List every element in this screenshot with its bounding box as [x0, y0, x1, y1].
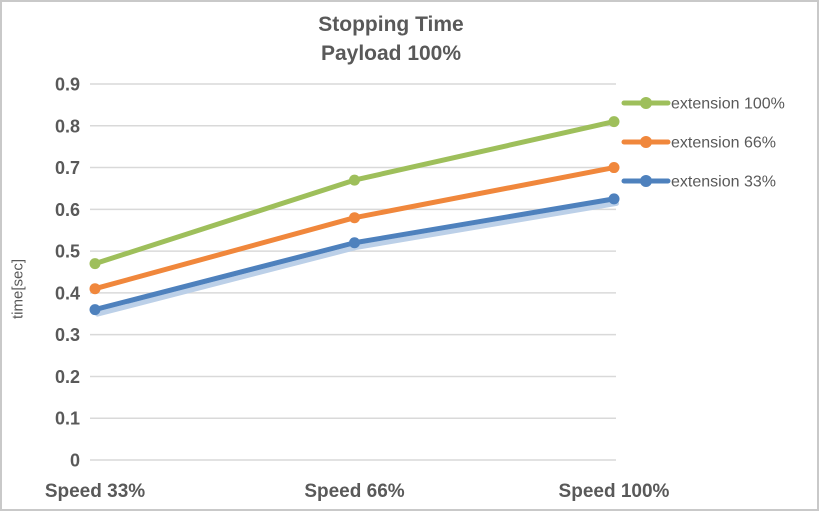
data-point-marker: [608, 162, 620, 174]
y-axis-tick-label: 0.4: [55, 283, 80, 303]
chart-title-line1: Stopping Time: [318, 13, 464, 36]
y-axis-tick-label: 0.7: [55, 158, 80, 178]
chart-title: Stopping Time Payload 100%: [2, 10, 780, 68]
series-line: [92, 165, 617, 292]
legend-label: extension 66%: [671, 135, 776, 152]
y-axis-title: time[sec]: [9, 258, 27, 320]
y-axis-tick-label: 0.3: [55, 325, 80, 345]
y-axis-tick-label: 0.1: [55, 409, 80, 429]
y-axis-tick-label: 0.5: [55, 242, 80, 262]
data-point-marker: [89, 283, 101, 295]
y-axis-tick-label: 0: [70, 451, 80, 471]
legend-label: extension 33%: [671, 174, 776, 191]
data-point-marker: [608, 116, 620, 128]
data-point-marker: [608, 193, 620, 205]
data-point-marker: [89, 258, 101, 270]
data-point-marker: [349, 174, 360, 186]
x-axis-tick-label: Speed 66%: [304, 481, 404, 502]
y-axis-tick-label: 0.9: [55, 75, 80, 95]
data-point-marker: [89, 304, 101, 316]
legend-marker-dot: [640, 136, 652, 148]
x-axis-tick-label: Speed 33%: [45, 481, 145, 502]
y-axis-tick-label: 0.2: [55, 367, 80, 387]
legend-marker-dot: [640, 97, 652, 109]
y-axis-tick-label: 0.8: [55, 116, 80, 136]
legend-marker-dot: [640, 175, 652, 187]
y-axis-tick-label: 0.6: [55, 200, 80, 220]
data-point-marker: [349, 212, 360, 224]
data-point-marker: [349, 237, 360, 249]
chart-title-line2: Payload 100%: [320, 42, 462, 65]
legend-label: extension 100%: [671, 96, 785, 113]
x-axis-tick-label: Speed 100%: [559, 481, 670, 502]
